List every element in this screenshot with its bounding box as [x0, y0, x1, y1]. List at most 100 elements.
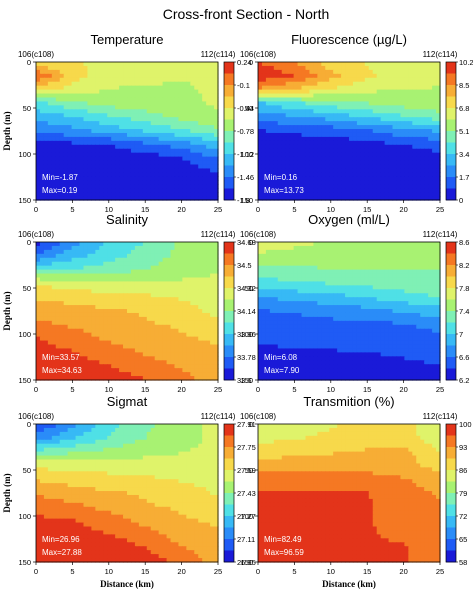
- heatmap-cell: [285, 136, 291, 142]
- heatmap-cell: [103, 168, 108, 173]
- colorbar-swatch: [224, 265, 234, 277]
- heatmap-cell: [178, 101, 183, 106]
- heatmap-cell: [51, 136, 57, 142]
- heatmap-cell: [51, 368, 57, 373]
- heatmap-cell: [162, 368, 168, 373]
- heatmap-cell: [420, 93, 425, 99]
- heatmap-cell: [67, 144, 73, 150]
- heatmap-cell: [39, 356, 45, 361]
- heatmap-cell: [127, 305, 132, 310]
- heatmap-cell: [325, 101, 330, 106]
- heatmap-cell: [146, 101, 152, 106]
- heatmap-cell: [420, 125, 425, 130]
- heatmap-cell: [142, 129, 148, 134]
- heatmap-cell: [36, 105, 41, 110]
- heatmap-cell: [138, 148, 144, 154]
- heatmap-cell: [206, 344, 211, 350]
- heatmap-cell: [420, 140, 425, 146]
- heatmap-cell: [158, 125, 164, 130]
- heatmap-cell: [436, 152, 441, 158]
- heatmap-cell: [297, 129, 303, 134]
- heatmap-cell: [317, 156, 322, 162]
- heatmap-cell: [87, 62, 92, 67]
- heatmap-cell: [134, 65, 140, 71]
- heatmap-cell: [146, 372, 152, 377]
- heatmap-cell: [162, 356, 168, 361]
- heatmap-cell: [174, 285, 180, 290]
- heatmap-cell: [352, 85, 358, 91]
- heatmap-cell: [91, 285, 96, 290]
- heatmap-cell: [392, 85, 398, 91]
- heatmap-cell: [356, 101, 362, 106]
- heatmap-cell: [91, 289, 96, 294]
- heatmap-cell: [206, 148, 211, 154]
- heatmap-cell: [388, 144, 394, 150]
- heatmap-cell: [258, 89, 263, 95]
- heatmap-cell: [166, 376, 172, 381]
- heatmap-cell: [111, 113, 116, 118]
- heatmap-cell: [265, 196, 271, 201]
- heatmap-cell: [202, 172, 207, 177]
- heatmap-cell: [166, 356, 172, 361]
- heatmap-cell: [210, 109, 215, 114]
- heatmap-cell: [99, 93, 104, 99]
- heatmap-cell: [182, 372, 187, 377]
- heatmap-cell: [158, 160, 164, 166]
- heatmap-cell: [67, 289, 73, 294]
- heatmap-cell: [190, 253, 195, 259]
- heatmap-cell: [55, 293, 61, 298]
- heatmap-cell: [127, 328, 132, 334]
- heatmap-cell: [408, 164, 413, 170]
- heatmap-cell: [277, 164, 283, 170]
- heatmap-cell: [150, 269, 156, 275]
- heatmap-cell: [47, 320, 53, 326]
- heatmap-cell: [329, 97, 334, 103]
- heatmap-cell: [321, 81, 326, 87]
- heatmap-cell: [396, 148, 402, 154]
- heatmap-cell: [142, 316, 148, 322]
- heatmap-cell: [321, 172, 326, 177]
- heatmap-cell: [202, 81, 207, 87]
- heatmap-cell: [75, 372, 81, 377]
- heatmap-cell: [75, 376, 81, 381]
- heatmap-cell: [36, 265, 41, 271]
- heatmap-cell: [277, 180, 283, 185]
- heatmap-cell: [158, 132, 164, 138]
- heatmap-cell: [87, 285, 92, 290]
- heatmap-cell: [261, 65, 267, 71]
- heatmap-cell: [150, 285, 156, 290]
- heatmap-cell: [47, 297, 53, 302]
- heatmap-cell: [39, 156, 45, 162]
- heatmap-cell: [162, 320, 168, 326]
- heatmap-cell: [55, 168, 61, 173]
- heatmap-cell: [123, 289, 128, 294]
- heatmap-cell: [170, 364, 176, 369]
- heatmap-cell: [269, 129, 275, 134]
- heatmap-cell: [337, 65, 342, 71]
- heatmap-cell: [146, 85, 152, 91]
- heatmap-cell: [214, 324, 219, 330]
- heatmap-cell: [130, 192, 136, 197]
- heatmap-cell: [289, 156, 295, 162]
- heatmap-cell: [313, 93, 318, 99]
- heatmap-cell: [174, 356, 180, 361]
- heatmap-cell: [75, 117, 81, 122]
- heatmap-cell: [127, 125, 132, 130]
- heatmap-cell: [154, 168, 160, 173]
- heatmap-cell: [142, 372, 148, 377]
- heatmap-cell: [182, 85, 187, 91]
- heatmap-cell: [202, 93, 207, 99]
- heatmap-cell: [412, 89, 417, 95]
- heatmap-cell: [47, 309, 53, 314]
- heatmap-cell: [103, 336, 108, 342]
- heatmap-cell: [194, 305, 199, 310]
- heatmap-cell: [138, 305, 144, 310]
- heatmap-cell: [305, 69, 311, 75]
- heatmap-cell: [289, 184, 295, 189]
- heatmap-cell: [376, 77, 382, 83]
- heatmap-cell: [162, 352, 168, 357]
- heatmap-cell: [325, 73, 330, 79]
- heatmap-cell: [293, 105, 299, 110]
- heatmap-cell: [162, 172, 168, 177]
- heatmap-cell: [356, 97, 362, 103]
